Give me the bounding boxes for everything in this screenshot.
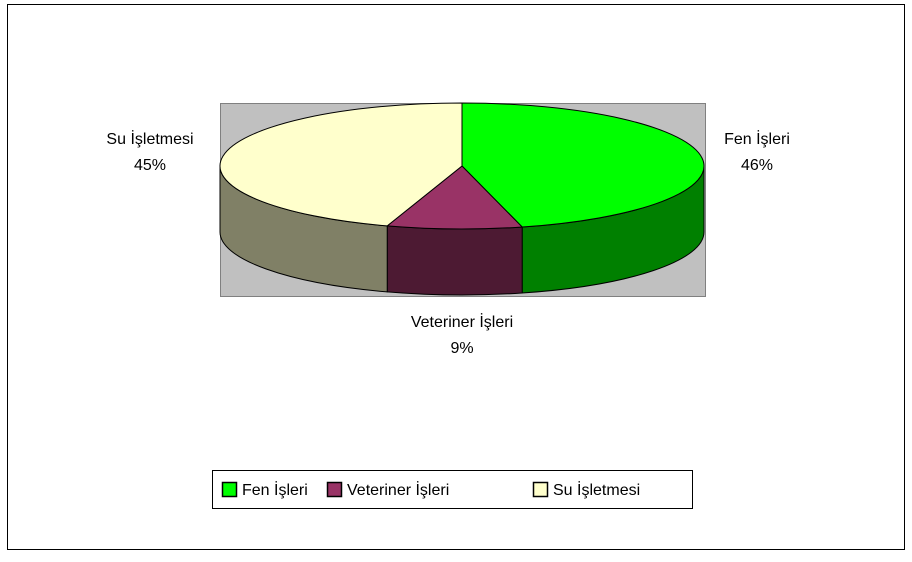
pie-slice <box>219 102 463 227</box>
data-label-name: Fen İşleri <box>724 129 790 148</box>
pie-slice <box>461 102 705 228</box>
legend-swatch <box>532 481 549 498</box>
pie-slice <box>385 165 524 230</box>
legend-label: Fen İşleri <box>242 480 308 499</box>
pie-side <box>386 225 523 296</box>
data-label-value: 46% <box>741 157 773 174</box>
legend-label: Veteriner İşleri <box>347 480 449 499</box>
data-label-value: 45% <box>134 157 166 174</box>
legend-swatch <box>326 481 343 498</box>
data-label-name: Su İşletmesi <box>106 129 193 148</box>
data-label-value: 9% <box>450 340 473 357</box>
pie <box>219 102 705 296</box>
data-label-name: Veteriner İşleri <box>411 312 513 331</box>
legend-swatch <box>221 481 238 498</box>
legend: Fen İşleri Veteriner İşleri Su İşletmesi <box>212 470 693 509</box>
data-labels: Fen İşleri 46% Veteriner İşleri 9% Su İşletm… <box>106 129 789 357</box>
legend-label: Su İşletmesi <box>553 480 640 499</box>
legend-box <box>212 470 693 509</box>
